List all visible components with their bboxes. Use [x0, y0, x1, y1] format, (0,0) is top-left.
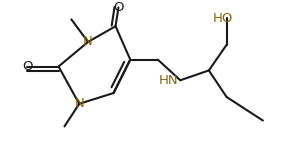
Text: O: O: [113, 1, 124, 14]
Text: O: O: [22, 60, 32, 73]
Text: N: N: [83, 35, 93, 48]
Text: HO: HO: [212, 12, 233, 25]
Text: N: N: [74, 97, 84, 110]
Text: HN: HN: [159, 74, 178, 87]
